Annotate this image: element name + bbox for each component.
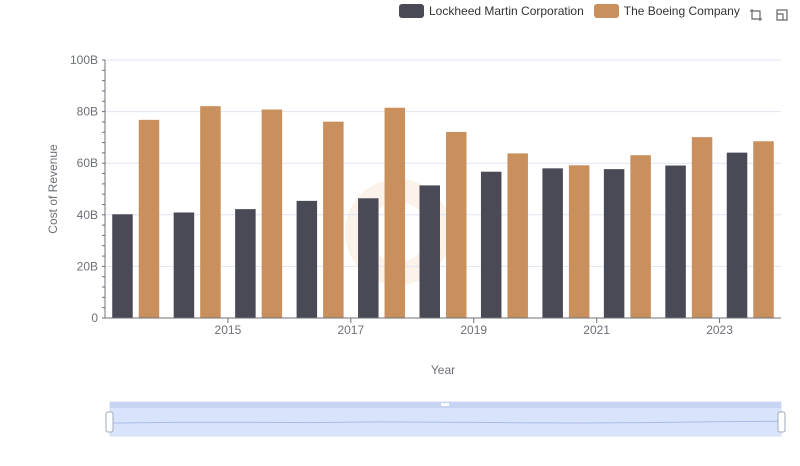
slider-move-handle[interactable] [441, 403, 449, 406]
x-tick-label: 2015 [215, 323, 242, 337]
slider-handle-right[interactable] [778, 412, 785, 432]
y-tick-label: 0 [91, 311, 98, 325]
bar-boeing-2024[interactable] [753, 141, 774, 318]
bar-boeing-2014[interactable] [139, 120, 160, 318]
bar-boeing-2019[interactable] [446, 132, 467, 318]
restore-icon[interactable] [774, 7, 790, 23]
y-tick-label: 60B [77, 156, 98, 170]
bar-lockheed-2014[interactable] [112, 214, 132, 318]
y-tick-label: 100B [70, 53, 98, 67]
bar-boeing-2015[interactable] [200, 106, 221, 318]
y-axis-title: Cost of Revenue [46, 144, 60, 234]
bar-lockheed-2023[interactable] [665, 166, 686, 318]
bar-lockheed-2017[interactable] [297, 201, 318, 318]
bar-boeing-2018[interactable] [385, 108, 406, 318]
bar-lockheed-2018[interactable] [358, 198, 379, 318]
bar-lockheed-2024[interactable] [727, 153, 748, 318]
slider-handle-left[interactable] [106, 412, 113, 432]
zoom-icon[interactable] [748, 7, 764, 23]
legend: Lockheed Martin Corporation The Boeing C… [399, 4, 750, 18]
bar-boeing-2023[interactable] [692, 137, 713, 318]
bar-lockheed-2015[interactable] [174, 212, 195, 318]
bar-lockheed-2022[interactable] [604, 169, 625, 318]
y-tick-label: 40B [77, 208, 98, 222]
legend-swatch-boeing [594, 4, 619, 18]
y-tick-label: 20B [77, 259, 98, 273]
x-tick-label: 2017 [337, 323, 364, 337]
x-axis-title: Year [431, 363, 455, 377]
bar-boeing-2020[interactable] [507, 153, 528, 318]
legend-item-lockheed[interactable]: Lockheed Martin Corporation [399, 4, 584, 18]
bar-lockheed-2021[interactable] [542, 168, 563, 318]
bar-boeing-2021[interactable] [569, 165, 590, 318]
bar-lockheed-2020[interactable] [481, 172, 502, 318]
x-tick-label: 2021 [583, 323, 610, 337]
x-tick-label: 2023 [706, 323, 733, 337]
bar-boeing-2017[interactable] [323, 122, 344, 318]
bar-boeing-2022[interactable] [630, 155, 651, 318]
legend-label-boeing: The Boeing Company [624, 4, 740, 18]
bar-boeing-2016[interactable] [262, 110, 283, 318]
legend-item-boeing[interactable]: The Boeing Company [594, 4, 740, 18]
y-tick-label: 80B [77, 105, 98, 119]
data-zoom-slider[interactable] [106, 402, 785, 436]
legend-swatch-lockheed [399, 4, 424, 18]
bar-lockheed-2019[interactable] [420, 185, 441, 318]
x-tick-label: 2019 [460, 323, 487, 337]
bar-lockheed-2016[interactable] [235, 209, 256, 318]
toolbox [748, 7, 800, 23]
legend-label-lockheed: Lockheed Martin Corporation [429, 4, 584, 18]
